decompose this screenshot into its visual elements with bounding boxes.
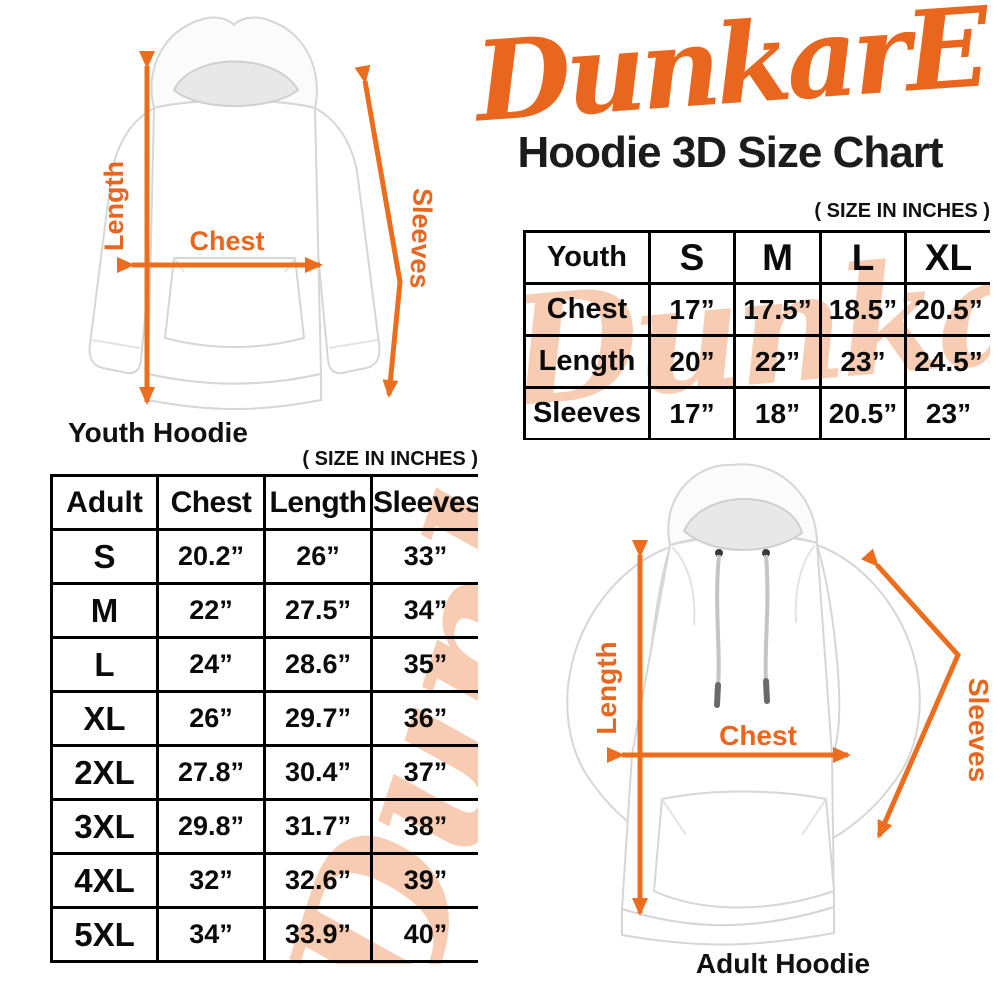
youth-size-table: Youth S M L XL Chest 17” 17.5” 18.5” 20.… [523,230,990,440]
table-cell: 40” [370,906,478,963]
adult-hoodie-illustration: Length Chest Sleeves [566,463,994,946]
table-row: 3XL 29.8” 31.7” 38” [50,798,478,855]
column-header: M [733,230,822,285]
table-row: L 24” 28.6” 35” [50,636,478,693]
table-cell: 34” [370,582,478,639]
row-header: L [50,636,159,693]
table-cell: 37” [370,744,478,801]
table-cell: 22” [733,334,822,389]
column-header: Sleeves [370,474,478,531]
youth-chest-label: Chest [189,226,264,256]
column-header: Length [263,474,373,531]
table-cell: 24” [156,636,266,693]
table-cell: 34” [156,906,266,963]
row-header: 5XL [50,906,159,963]
table-cell: 26” [156,690,266,747]
table-cell: 38” [370,798,478,855]
table-cell: 17” [648,282,736,337]
column-header: Adult [50,474,159,531]
youth-hoodie-figure: Length Chest Sleeves [8,8,460,416]
table-cell: 24.5” [904,334,990,389]
youth-hoodie-drawing [88,16,381,410]
table-cell: 20.5” [819,386,907,440]
row-header: 2XL [50,744,159,801]
youth-hoodie-illustration: Length Chest Sleeves [88,16,438,410]
page-title: Hoodie 3D Size Chart [517,128,944,177]
table-cell: 23” [819,334,907,389]
adult-hoodie-caption: Adult Hoodie [695,948,871,979]
table-cell: 32” [156,852,266,909]
table-cell: 27.8” [156,744,266,801]
row-header: 3XL [50,798,159,855]
adult-size-note: ( SIZE IN INCHES ) [302,448,478,470]
table-row: Sleeves 17” 18” 20.5” 23” [523,386,990,440]
table-row: 5XL 34” 33.9” 40” [50,906,478,963]
adult-chest-label: Chest [719,720,797,751]
row-header: S [50,528,159,585]
adult-length-label: Length [591,641,622,734]
table-cell: 18” [733,386,822,440]
adult-size-table-wrap: DunkarE Adult Chest Length Sleeves S 20.… [50,474,478,964]
table-row: S 20.2” 26” 33” [50,528,478,585]
table-cell: 32.6” [263,852,373,909]
column-header: XL [904,230,990,285]
table-cell: 17” [648,386,736,440]
row-header: Chest [523,282,651,337]
table-cell: 27.5” [263,582,373,639]
table-cell: 23” [904,386,990,440]
table-cell: 35” [370,636,478,693]
table-cell: 17.5” [733,282,822,337]
row-header: 4XL [50,852,159,909]
table-row: Chest 17” 17.5” 18.5” 20.5” [523,282,990,337]
row-header: M [50,582,159,639]
table-row: 4XL 32” 32.6” 39” [50,852,478,909]
row-header: Length [523,334,651,389]
table-row: XL 26” 29.7” 36” [50,690,478,747]
table-cell: 28.6” [263,636,373,693]
youth-hoodie-caption: Youth Hoodie [68,417,248,448]
adult-size-table: Adult Chest Length Sleeves S 20.2” 26” 3… [50,474,478,963]
table-row: M 22” 27.5” 34” [50,582,478,639]
table-cell: 29.7” [263,690,373,747]
adult-sleeves-arrow [861,548,961,839]
youth-sleeves-arrow [354,64,403,398]
table-cell: 20.5” [904,282,990,337]
column-header: Youth [523,230,651,285]
youth-sleeves-label: Sleeves [404,188,437,290]
table-header-row: Youth S M L XL [523,230,990,285]
table-cell: 20” [648,334,736,389]
table-cell: 29.8” [156,798,266,855]
table-cell: 26” [263,528,373,585]
youth-size-table-wrap: DunkarE Youth S M L XL Chest 17” 17.5” 1… [523,230,990,440]
youth-length-label: Length [99,161,129,251]
table-row: 2XL 27.8” 30.4” 37” [50,744,478,801]
table-cell: 22” [156,582,266,639]
table-cell: 31.7” [263,798,373,855]
column-header: S [648,230,736,285]
row-header: Sleeves [523,386,651,440]
table-cell: 20.2” [156,528,266,585]
table-cell: 30.4” [263,744,373,801]
table-cell: 36” [370,690,478,747]
row-header: XL [50,690,159,747]
column-header: Chest [156,474,266,531]
table-cell: 33.9” [263,906,373,963]
adult-hoodie-figure: Length Chest Sleeves [480,455,1000,951]
adult-sleeves-label: Sleeves [963,678,994,782]
table-cell: 33” [370,528,478,585]
column-header: L [819,230,907,285]
youth-size-note: ( SIZE IN INCHES ) [814,200,990,222]
table-cell: 18.5” [819,282,907,337]
table-header-row: Adult Chest Length Sleeves [50,474,478,531]
table-row: Length 20” 22” 23” 24.5” [523,334,990,389]
table-cell: 39” [370,852,478,909]
